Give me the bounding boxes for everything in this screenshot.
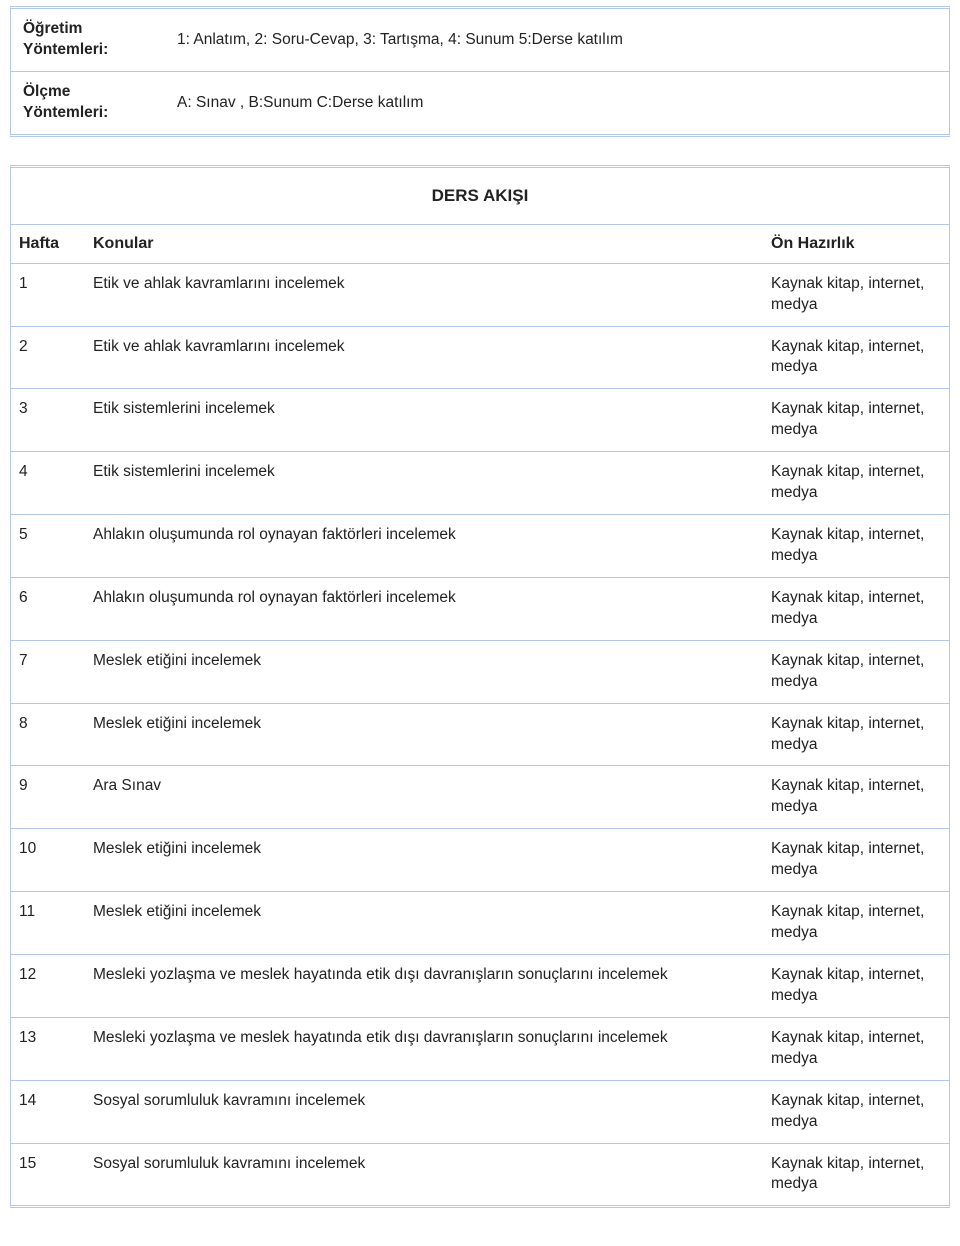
table-row: 5Ahlakın oluşumunda rol oynayan faktörle… (11, 515, 949, 578)
topic-cell: Meslek etiğini incelemek (85, 703, 763, 766)
prep-cell: Kaynak kitap, internet, medya (763, 703, 949, 766)
topic-cell: Meslek etiğini incelemek (85, 640, 763, 703)
prep-cell: Kaynak kitap, internet, medya (763, 640, 949, 703)
week-cell: 6 (11, 577, 85, 640)
week-cell: 1 (11, 263, 85, 326)
prep-cell: Kaynak kitap, internet, medya (763, 326, 949, 389)
prep-cell: Kaynak kitap, internet, medya (763, 954, 949, 1017)
prep-cell: Kaynak kitap, internet, medya (763, 766, 949, 829)
prep-cell: Kaynak kitap, internet, medya (763, 829, 949, 892)
prep-cell: Kaynak kitap, internet, medya (763, 263, 949, 326)
prep-cell: Kaynak kitap, internet, medya (763, 1017, 949, 1080)
prep-cell: Kaynak kitap, internet, medya (763, 1080, 949, 1143)
table-row: 1Etik ve ahlak kavramlarını incelemekKay… (11, 263, 949, 326)
topic-cell: Etik sistemlerini incelemek (85, 389, 763, 452)
table-row: 14Sosyal sorumluluk kavramını incelemekK… (11, 1080, 949, 1143)
week-cell: 2 (11, 326, 85, 389)
table-row: 2Etik ve ahlak kavramlarını incelemekKay… (11, 326, 949, 389)
topic-cell: Etik sistemlerini incelemek (85, 452, 763, 515)
header-topic: Konular (85, 225, 763, 264)
prep-cell: Kaynak kitap, internet, medya (763, 452, 949, 515)
week-cell: 8 (11, 703, 85, 766)
topic-cell: Ahlakın oluşumunda rol oynayan faktörler… (85, 515, 763, 578)
topic-cell: Etik ve ahlak kavramlarını incelemek (85, 326, 763, 389)
week-cell: 11 (11, 892, 85, 955)
table-row: 10Meslek etiğini incelemekKaynak kitap, … (11, 829, 949, 892)
header-week: Hafta (11, 225, 85, 264)
week-cell: 14 (11, 1080, 85, 1143)
topic-cell: Sosyal sorumluluk kavramını incelemek (85, 1080, 763, 1143)
prep-cell: Kaynak kitap, internet, medya (763, 577, 949, 640)
topic-cell: Mesleki yozlaşma ve meslek hayatında eti… (85, 954, 763, 1017)
assessment-methods-label: Ölçme Yöntemleri: (11, 71, 165, 133)
table-row: 9Ara SınavKaynak kitap, internet, medya (11, 766, 949, 829)
prep-cell: Kaynak kitap, internet, medya (763, 389, 949, 452)
course-flow-header-row: Hafta Konular Ön Hazırlık (11, 225, 949, 264)
topic-cell: Ahlakın oluşumunda rol oynayan faktörler… (85, 577, 763, 640)
week-cell: 12 (11, 954, 85, 1017)
week-cell: 5 (11, 515, 85, 578)
table-row: 11Meslek etiğini incelemekKaynak kitap, … (11, 892, 949, 955)
topic-cell: Mesleki yozlaşma ve meslek hayatında eti… (85, 1017, 763, 1080)
course-flow-title: DERS AKIŞI (11, 168, 949, 225)
table-row: 8Meslek etiğini incelemekKaynak kitap, i… (11, 703, 949, 766)
header-prep: Ön Hazırlık (763, 225, 949, 264)
assessment-methods-row: Ölçme Yöntemleri: A: Sınav , B:Sunum C:D… (11, 71, 949, 133)
table-row: 4Etik sistemlerini incelemekKaynak kitap… (11, 452, 949, 515)
topic-cell: Sosyal sorumluluk kavramını incelemek (85, 1143, 763, 1205)
week-cell: 10 (11, 829, 85, 892)
table-row: 13Mesleki yozlaşma ve meslek hayatında e… (11, 1017, 949, 1080)
table-row: 6Ahlakın oluşumunda rol oynayan faktörle… (11, 577, 949, 640)
prep-cell: Kaynak kitap, internet, medya (763, 1143, 949, 1205)
week-cell: 15 (11, 1143, 85, 1205)
week-cell: 9 (11, 766, 85, 829)
topic-cell: Meslek etiğini incelemek (85, 892, 763, 955)
week-cell: 3 (11, 389, 85, 452)
prep-cell: Kaynak kitap, internet, medya (763, 515, 949, 578)
week-cell: 13 (11, 1017, 85, 1080)
teaching-methods-row: Öğretim Yöntemleri: 1: Anlatım, 2: Soru-… (11, 9, 949, 71)
methods-panel: Öğretim Yöntemleri: 1: Anlatım, 2: Soru-… (10, 6, 950, 137)
methods-table: Öğretim Yöntemleri: 1: Anlatım, 2: Soru-… (11, 9, 949, 134)
topic-cell: Ara Sınav (85, 766, 763, 829)
week-cell: 7 (11, 640, 85, 703)
table-row: 15Sosyal sorumluluk kavramını incelemekK… (11, 1143, 949, 1205)
table-row: 3Etik sistemlerini incelemekKaynak kitap… (11, 389, 949, 452)
table-row: 12Mesleki yozlaşma ve meslek hayatında e… (11, 954, 949, 1017)
topic-cell: Meslek etiğini incelemek (85, 829, 763, 892)
teaching-methods-value: 1: Anlatım, 2: Soru-Cevap, 3: Tartışma, … (165, 9, 949, 71)
teaching-methods-label: Öğretim Yöntemleri: (11, 9, 165, 71)
topic-cell: Etik ve ahlak kavramlarını incelemek (85, 263, 763, 326)
course-flow-panel: DERS AKIŞI Hafta Konular Ön Hazırlık 1Et… (10, 165, 950, 1209)
course-flow-table: Hafta Konular Ön Hazırlık 1Etik ve ahlak… (11, 225, 949, 1206)
table-row: 7Meslek etiğini incelemekKaynak kitap, i… (11, 640, 949, 703)
week-cell: 4 (11, 452, 85, 515)
assessment-methods-value: A: Sınav , B:Sunum C:Derse katılım (165, 71, 949, 133)
prep-cell: Kaynak kitap, internet, medya (763, 892, 949, 955)
